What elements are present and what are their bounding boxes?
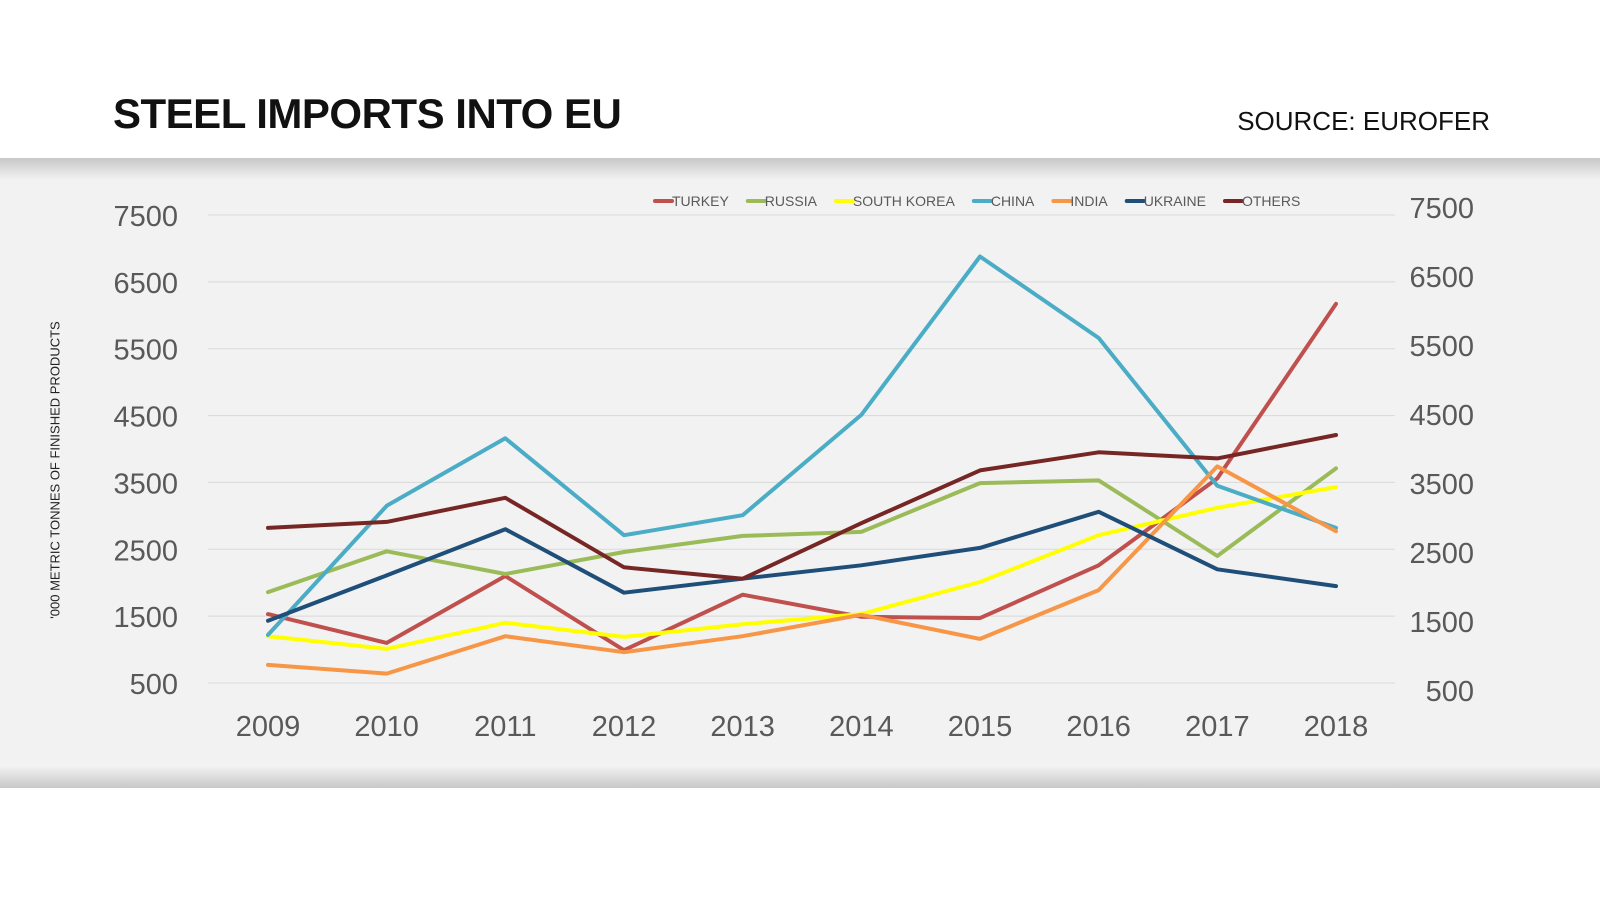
legend-label: OTHERS — [1242, 193, 1300, 209]
x-tick-label: 2011 — [474, 711, 536, 743]
series-line-india — [266, 464, 1338, 676]
legend-label: TURKEY — [672, 193, 729, 209]
y-tick-label: 1500 — [113, 602, 178, 634]
y-tick-label-right: 6500 — [1409, 262, 1474, 294]
legend-label: SOUTH KOREA — [853, 193, 956, 209]
y-tick-label-right: 1500 — [1409, 607, 1474, 639]
y-tick-label: 2500 — [113, 535, 178, 567]
y-axis-label: '000 METRIC TONNES OF FINISHED PRODUCTS — [47, 321, 63, 619]
y-tick-label: 4500 — [113, 402, 178, 434]
y-tick-label-right: 500 — [1426, 676, 1474, 708]
y-tick-label-right: 2500 — [1409, 538, 1474, 570]
source-label: SOURCE: EUROFER — [1237, 106, 1490, 136]
y-tick-label-right: 5500 — [1409, 331, 1474, 363]
page-title: STEEL IMPORTS INTO EU — [113, 90, 622, 137]
x-tick-label: 2013 — [710, 711, 775, 743]
series-line-others — [266, 433, 1338, 581]
x-tick-label: 2018 — [1304, 711, 1369, 743]
legend-label: UKRAINE — [1144, 193, 1206, 209]
y-tick-label: 3500 — [113, 468, 178, 500]
x-tick-label: 2014 — [829, 711, 894, 743]
y-tick-label-right: 3500 — [1409, 469, 1474, 501]
x-tick-label: 2017 — [1185, 711, 1250, 743]
legend-label: INDIA — [1070, 193, 1108, 209]
series-line-ukraine — [266, 509, 1338, 623]
x-tick-label: 2012 — [592, 711, 657, 743]
x-tick-label: 2016 — [1066, 711, 1131, 743]
series-line-russia — [266, 466, 1338, 595]
y-tick-label: 5500 — [113, 335, 178, 367]
series-line-china — [266, 254, 1338, 637]
x-tick-label: 2010 — [354, 711, 419, 743]
y-tick-label: 500 — [130, 669, 178, 701]
series-line-turkey — [266, 301, 1338, 653]
legend-label: CHINA — [991, 193, 1035, 209]
legend-label: RUSSIA — [765, 193, 818, 209]
y-tick-label-right: 4500 — [1409, 400, 1474, 432]
y-tick-label-right: 7500 — [1409, 193, 1474, 225]
y-tick-label: 7500 — [113, 201, 178, 233]
y-tick-label: 6500 — [113, 268, 178, 300]
x-tick-label: 2015 — [948, 711, 1013, 743]
series-line-south-korea — [266, 485, 1338, 651]
x-tick-label: 2009 — [236, 711, 301, 743]
